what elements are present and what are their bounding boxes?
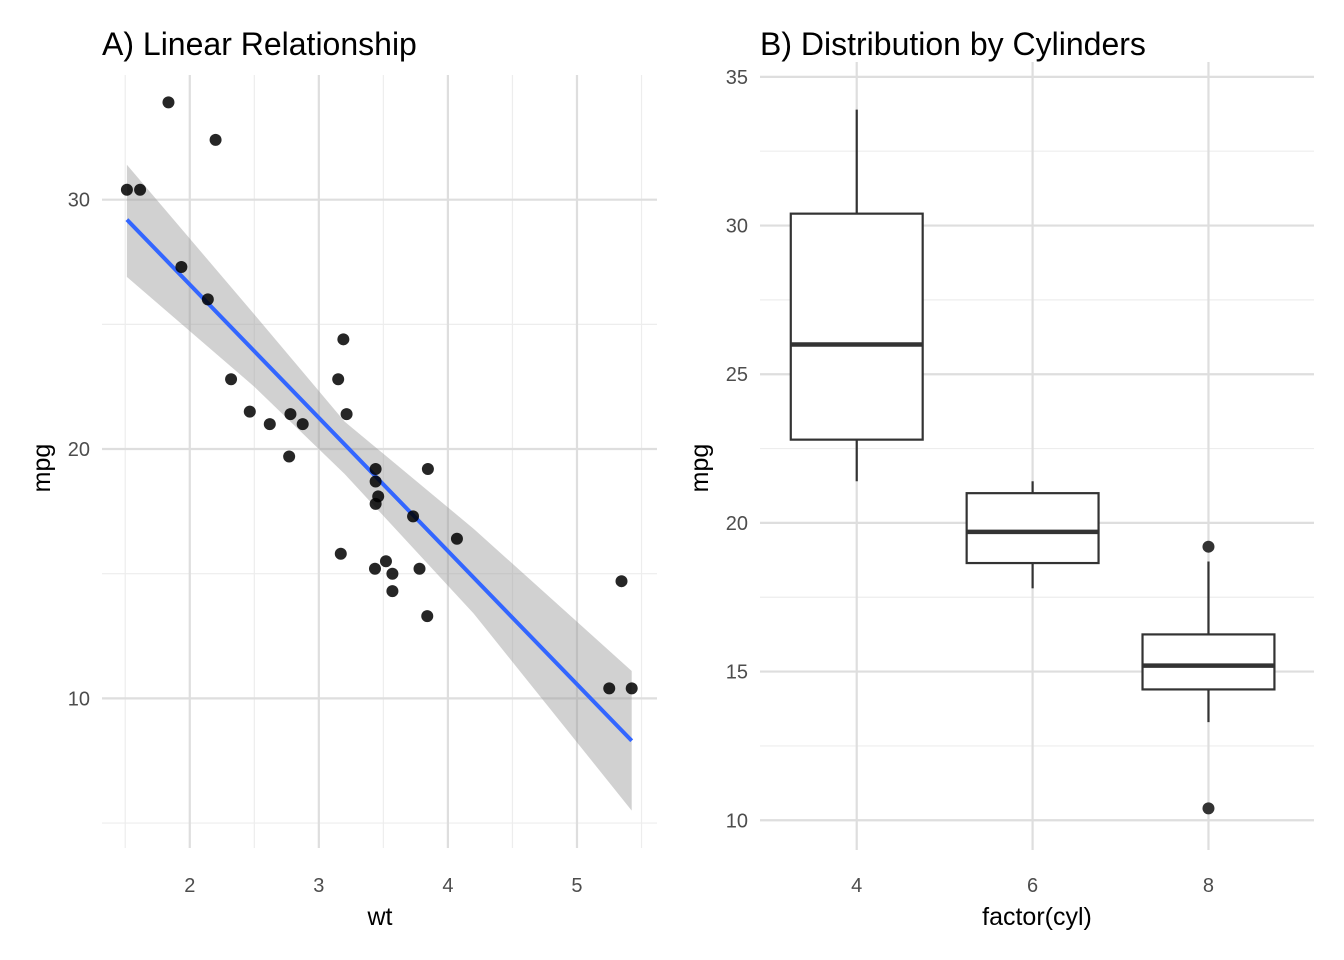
scatter-point bbox=[225, 373, 238, 386]
scatter-point bbox=[201, 293, 214, 306]
scatter-point bbox=[337, 333, 350, 346]
scatter-point bbox=[243, 405, 256, 418]
panel-a-title: A) Linear Relationship bbox=[102, 26, 417, 62]
scatter-point bbox=[369, 475, 382, 488]
scatter-point bbox=[625, 682, 638, 695]
y-tick-label: 30 bbox=[726, 216, 748, 238]
x-tick-label: 2 bbox=[184, 875, 195, 897]
panel-a-confidence-band bbox=[126, 164, 632, 811]
x-tick-label: 3 bbox=[313, 875, 324, 897]
panel-b-distribution-by-cylinders: B) Distribution by Cylinders 4 6 8 10 15 20 2… bbox=[686, 26, 1314, 931]
scatter-point bbox=[450, 532, 463, 545]
scatter-point bbox=[368, 562, 381, 575]
outlier-point bbox=[1202, 802, 1215, 815]
scatter-point bbox=[421, 610, 434, 623]
panel-a-x-tick-labels: 2 3 4 5 bbox=[184, 875, 582, 897]
y-tick-label: 10 bbox=[726, 810, 748, 832]
scatter-point bbox=[284, 408, 297, 421]
x-tick-label: 8 bbox=[1203, 875, 1214, 897]
panel-b-x-tick-labels: 4 6 8 bbox=[851, 875, 1214, 897]
scatter-point bbox=[296, 418, 309, 431]
panel-a-y-axis-title: mpg bbox=[28, 444, 56, 493]
outlier-point bbox=[1202, 540, 1215, 553]
y-tick-label: 25 bbox=[726, 364, 748, 386]
scatter-point bbox=[263, 418, 276, 431]
scatter-point bbox=[421, 462, 434, 475]
box-iqr bbox=[965, 492, 1100, 565]
scatter-point bbox=[120, 183, 133, 196]
x-tick-label: 4 bbox=[442, 875, 453, 897]
panel-a-points bbox=[120, 96, 638, 695]
panel-b-boxplots bbox=[789, 109, 1276, 815]
scatter-point bbox=[379, 555, 392, 568]
scatter-point bbox=[369, 497, 382, 510]
confidence-band-area bbox=[126, 164, 632, 811]
scatter-point bbox=[340, 408, 353, 421]
panel-b-title: B) Distribution by Cylinders bbox=[760, 26, 1146, 62]
scatter-point bbox=[369, 462, 382, 475]
boxplot-8-cyl bbox=[1141, 540, 1276, 815]
panel-b-y-tick-labels: 10 15 20 25 30 35 bbox=[726, 67, 748, 832]
y-tick-label: 10 bbox=[68, 688, 90, 710]
scatter-point bbox=[413, 562, 426, 575]
scatter-point bbox=[615, 575, 628, 588]
scatter-point bbox=[407, 510, 420, 523]
panel-a-linear-relationship: A) Linear Relationship 2 3 4 5 10 20 30 wt mp… bbox=[28, 26, 657, 931]
scatter-point bbox=[334, 547, 347, 560]
y-tick-label: 30 bbox=[68, 190, 90, 212]
boxplot-6-cyl bbox=[965, 481, 1100, 589]
scatter-point bbox=[603, 682, 616, 695]
x-tick-label: 5 bbox=[571, 875, 582, 897]
scatter-point bbox=[386, 585, 399, 598]
scatter-point bbox=[134, 183, 147, 196]
x-tick-label: 4 bbox=[851, 875, 862, 897]
x-tick-label: 6 bbox=[1027, 875, 1038, 897]
panel-b-y-axis-title: mpg bbox=[686, 444, 714, 493]
y-tick-label: 20 bbox=[726, 513, 748, 535]
scatter-point bbox=[386, 567, 399, 580]
boxplot-4-cyl bbox=[789, 109, 924, 482]
scatter-point bbox=[332, 373, 345, 386]
panel-a-y-tick-labels: 10 20 30 bbox=[68, 190, 90, 711]
scatter-point bbox=[283, 450, 296, 463]
panel-a-gridlines bbox=[102, 75, 657, 848]
panel-b-x-axis-title: factor(cyl) bbox=[982, 903, 1092, 931]
y-tick-label: 35 bbox=[726, 67, 748, 89]
box-iqr bbox=[789, 212, 924, 441]
panel-b-gridlines bbox=[760, 62, 1314, 850]
scatter-point bbox=[162, 96, 175, 109]
panel-a-x-axis-title: wt bbox=[367, 903, 393, 931]
y-tick-label: 20 bbox=[68, 439, 90, 461]
scatter-point bbox=[209, 133, 222, 146]
box-iqr bbox=[1141, 633, 1276, 691]
scatter-point bbox=[175, 261, 188, 274]
y-tick-label: 15 bbox=[726, 662, 748, 684]
